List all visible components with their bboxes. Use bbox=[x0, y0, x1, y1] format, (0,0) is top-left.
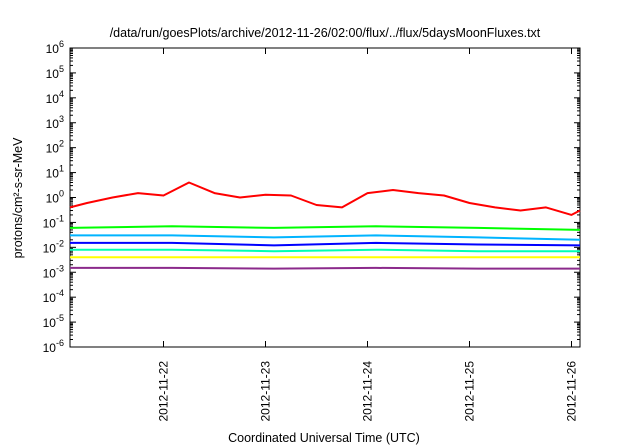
plot-area bbox=[69, 47, 581, 348]
x-tick-label: 2012-11-25 bbox=[463, 361, 477, 422]
series-line-2 bbox=[69, 225, 581, 231]
x-tick-label: 2012-11-26 bbox=[565, 361, 579, 422]
series-line-5 bbox=[70, 248, 580, 253]
series-line-3 bbox=[70, 234, 581, 241]
y-axis: 10-6 10-5 10-4 10-3 10-2 10-1 100 101 102 103 104 1… bbox=[43, 39, 580, 355]
x-axis: 2012-11-22 2012-11-23 2012-11-24 2012-11-25… bbox=[157, 48, 579, 422]
series-line-1 bbox=[69, 181, 581, 216]
y-tick-label: 106 bbox=[46, 39, 64, 56]
y-tick-label: 10-2 bbox=[43, 238, 64, 255]
x-tick-label: 2012-11-24 bbox=[361, 361, 375, 422]
y-tick-label: 101 bbox=[46, 164, 64, 181]
y-tick-label: 100 bbox=[46, 189, 64, 206]
y-tick-label: 10-5 bbox=[43, 313, 64, 330]
y-tick-label: 10-4 bbox=[43, 288, 64, 305]
plot-border bbox=[69, 47, 581, 348]
chart-title: /data/run/goesPlots/archive/2012-11-26/0… bbox=[110, 26, 541, 40]
y-tick-label: 10-1 bbox=[43, 213, 64, 230]
series-line-7 bbox=[70, 266, 580, 270]
x-axis-label: Coordinated Universal Time (UTC) bbox=[228, 431, 420, 445]
y-tick-label: 103 bbox=[46, 114, 64, 131]
x-tick-label: 2012-11-22 bbox=[157, 361, 171, 422]
y-tick-label: 102 bbox=[46, 139, 64, 156]
y-tick-label: 10-3 bbox=[43, 263, 64, 280]
x-tick-label: 2012-11-23 bbox=[259, 361, 273, 422]
y-axis-label: protons/cm²-s-sr-MeV bbox=[11, 137, 25, 259]
series-line-4 bbox=[70, 241, 581, 247]
y-tick-label: 10-6 bbox=[43, 338, 64, 355]
y-tick-label: 105 bbox=[46, 64, 64, 81]
series-layer bbox=[69, 181, 581, 270]
y-tick-label: 104 bbox=[46, 89, 64, 106]
